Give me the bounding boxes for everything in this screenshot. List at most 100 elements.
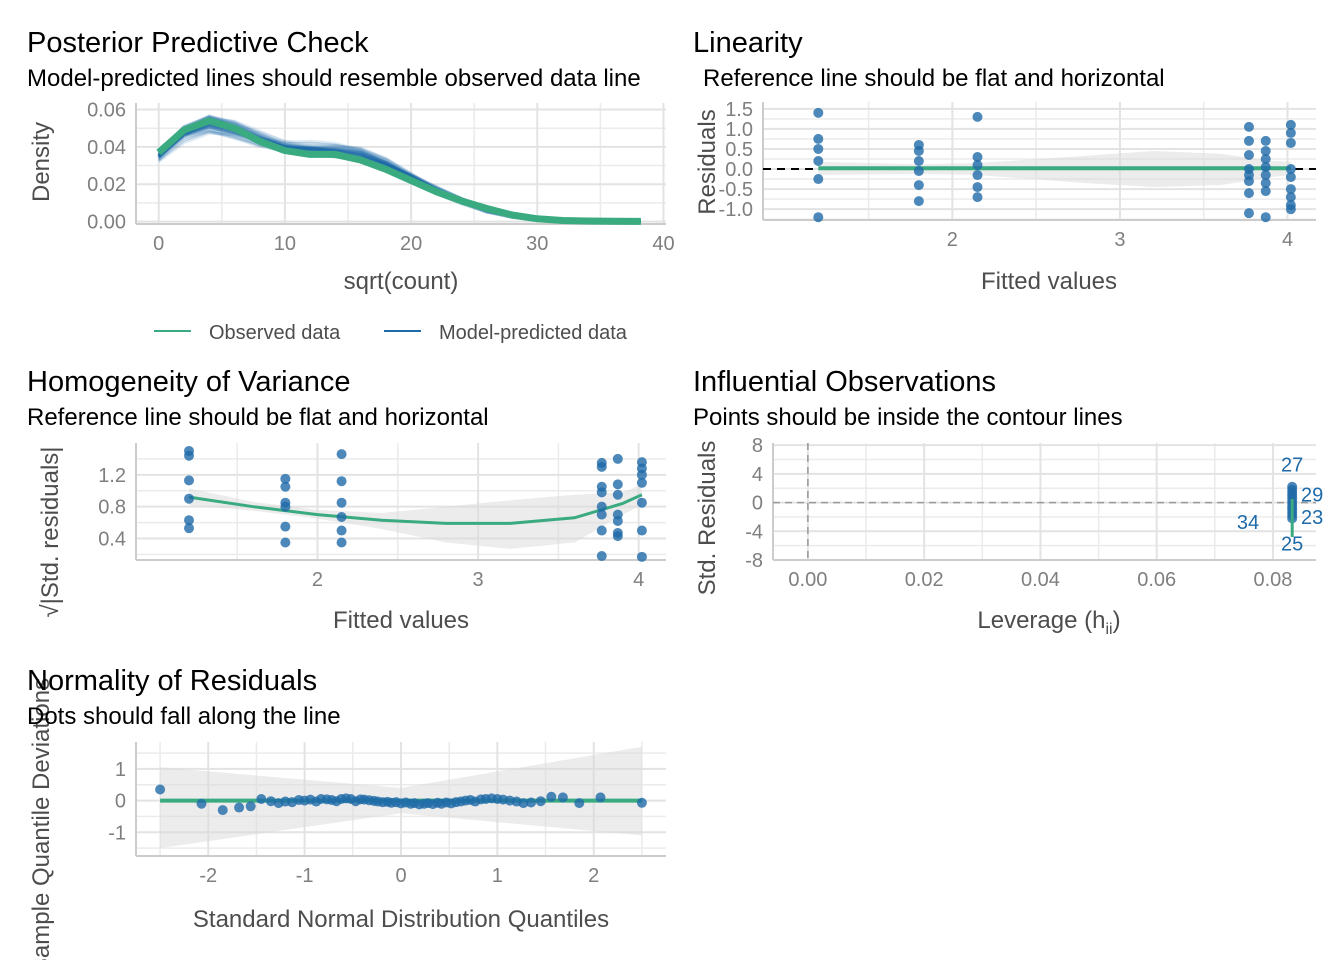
x-axis-label-subscript: ii: [1105, 621, 1112, 638]
x-axis-label: Fitted values: [981, 268, 1117, 295]
panel-linearity: Linearity Reference line should be flat …: [693, 27, 1316, 295]
y-tick-label: 1.5: [725, 99, 753, 121]
data-point: [336, 449, 347, 460]
data-point: [596, 509, 607, 520]
y-axis-label: Density: [28, 122, 55, 202]
x-tick-label: 3: [1114, 229, 1125, 251]
x-tick-label: 10: [274, 233, 296, 255]
data-point: [913, 180, 924, 191]
data-point: [184, 450, 194, 461]
data-point: [1260, 135, 1271, 146]
data-point: [972, 192, 983, 203]
data-point: [196, 798, 207, 809]
panel-posterior-predictive-check: Posterior Predictive Check Model-predict…: [27, 27, 675, 344]
panel-title: Normality of Residuals: [27, 665, 317, 697]
data-point: [336, 512, 347, 523]
y-tick-label: 0: [115, 791, 126, 813]
x-axis-label: Standard Normal Distribution Quantiles: [193, 906, 609, 933]
y-tick-label: 0.8: [98, 497, 126, 519]
data-point: [636, 497, 647, 508]
data-point: [256, 794, 267, 804]
data-point: [518, 798, 529, 809]
data-point: [596, 501, 607, 512]
legend-label-observed: Observed data: [209, 322, 341, 344]
data-point: [813, 212, 824, 223]
data-point: [972, 182, 983, 193]
y-tick-label: -1: [108, 822, 126, 844]
data-point: [336, 497, 347, 508]
data-point: [596, 551, 607, 562]
x-tick-label: -1: [296, 865, 314, 887]
y-tick-label: -1.0: [719, 199, 753, 221]
y-tick-label: 0.06: [87, 100, 126, 122]
y-axis-label: Residuals: [694, 109, 721, 214]
panel-subtitle: Reference line should be flat and horizo…: [703, 65, 1165, 92]
x-tick-label: 2: [312, 569, 323, 591]
panel-homogeneity-of-variance: Homogeneity of Variance Reference line s…: [27, 366, 666, 634]
x-tick-label: 0.02: [905, 569, 944, 591]
y-tick-label: -4: [745, 521, 763, 543]
data-point: [557, 792, 568, 803]
data-point: [1285, 137, 1296, 148]
x-tick-label: 0: [395, 865, 406, 887]
data-point: [1285, 192, 1296, 203]
panel-title: Homogeneity of Variance: [27, 366, 350, 398]
x-axis-label: Leverage (hii): [977, 607, 1120, 638]
point-label: 27: [1281, 455, 1303, 477]
data-point: [1243, 149, 1254, 160]
data-point: [1285, 204, 1296, 215]
x-tick-label: 1: [492, 865, 503, 887]
predicted-lines: [157, 114, 641, 223]
y-axis-label: Sample Quantile Deviations: [28, 678, 55, 960]
data-point: [813, 174, 824, 185]
data-point: [535, 796, 546, 807]
gridlines: [773, 443, 1316, 561]
data-point: [574, 798, 585, 809]
data-point: [1243, 176, 1254, 187]
data-point: [813, 107, 824, 118]
data-point: [1285, 119, 1296, 130]
data-point: [280, 521, 291, 532]
data-point: [184, 515, 194, 526]
y-tick-label: -0.5: [719, 179, 753, 201]
data-point: [1285, 184, 1296, 195]
data-point: [636, 477, 647, 488]
point-label: 34: [1237, 512, 1259, 534]
x-axis-label: Fitted values: [333, 607, 469, 634]
data-point: [1243, 208, 1254, 219]
data-point: [913, 196, 924, 207]
y-tick-label: -8: [745, 550, 763, 572]
data-point: [1243, 121, 1254, 132]
y-tick-label: 8: [752, 435, 763, 457]
data-point: [234, 802, 245, 813]
data-point: [217, 805, 228, 816]
panel-influential-observations: Influential Observations Points should b…: [693, 366, 1323, 638]
data-point: [612, 453, 623, 464]
panel-title: Linearity: [693, 27, 803, 59]
data-point: [913, 156, 924, 166]
confidence-band: [160, 746, 642, 849]
data-point: [612, 516, 623, 526]
data-point: [336, 525, 347, 536]
data-point: [1260, 153, 1271, 164]
x-tick-label: 2: [588, 865, 599, 887]
y-tick-label: 1: [115, 759, 126, 781]
data-point: [1260, 186, 1271, 197]
panel-subtitle: Reference line should be flat and horizo…: [27, 404, 489, 431]
data-point: [1243, 135, 1254, 146]
x-tick-label: 0.04: [1021, 569, 1060, 591]
data-point: [546, 791, 557, 802]
data-point: [972, 151, 983, 162]
data-point: [612, 531, 623, 542]
data-point: [1260, 145, 1271, 156]
data-point: [184, 523, 194, 534]
panel-subtitle: Dots should fall along the line: [27, 703, 341, 730]
data-point: [913, 166, 924, 177]
y-tick-label: 0.5: [725, 139, 753, 161]
data-point: [1260, 162, 1271, 173]
point-label: 23: [1301, 507, 1323, 529]
legend-label-predicted: Model-predicted data: [439, 322, 628, 344]
data-point: [636, 525, 647, 536]
data-point: [336, 537, 347, 548]
legend: Observed data Model-predicted data: [154, 322, 628, 344]
